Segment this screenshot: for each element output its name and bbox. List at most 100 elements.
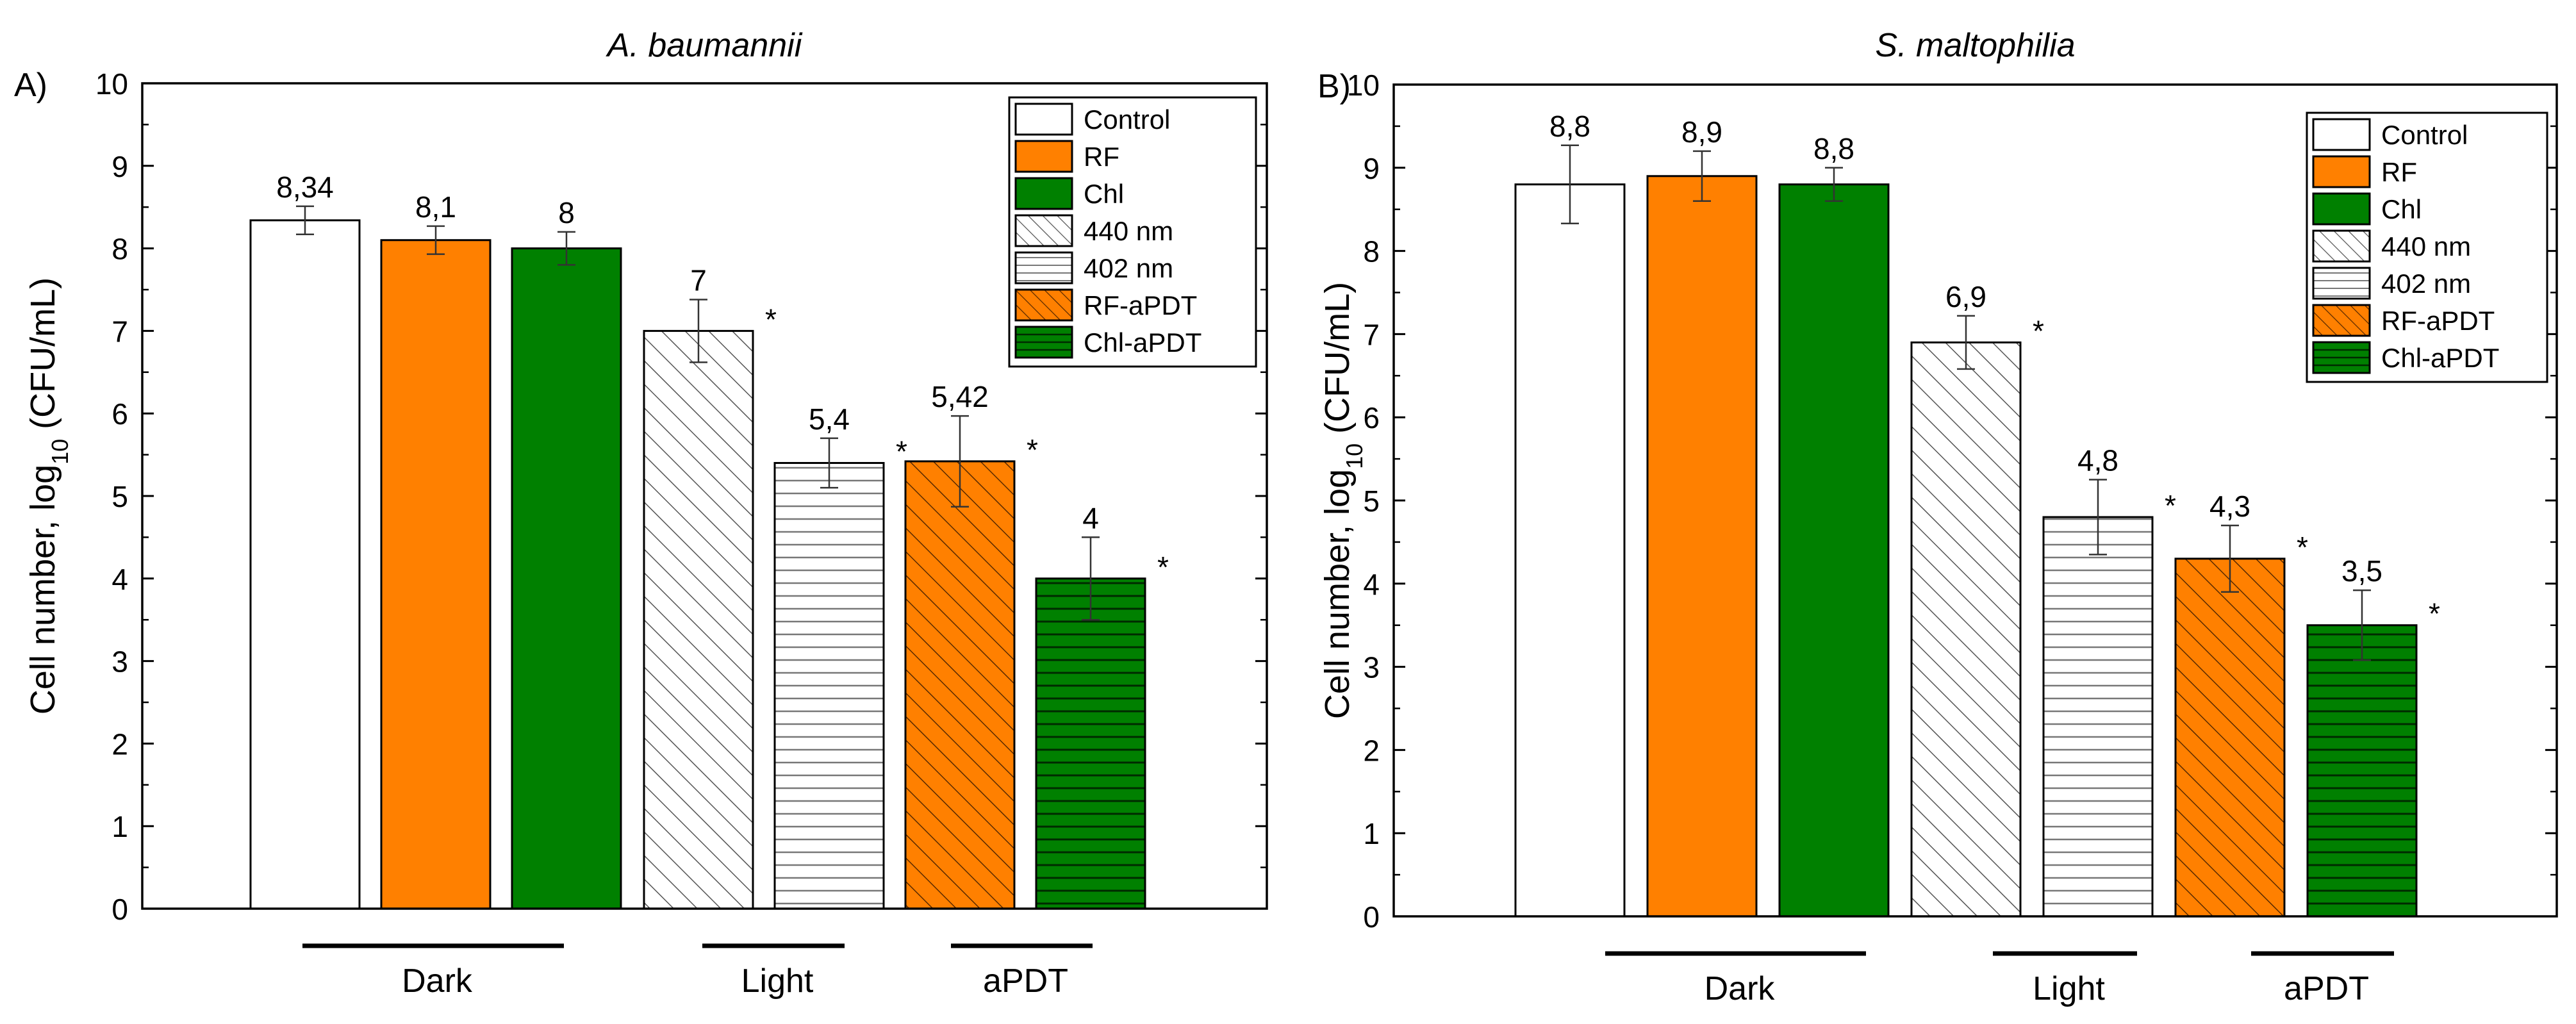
y-tick-label: 6 (111, 397, 128, 431)
legend-label: RF-aPDT (2381, 306, 2495, 336)
legend-swatch-control (1014, 103, 1073, 136)
data-label: 8 (558, 196, 575, 229)
y-axis-label-text: Cell number, log (1318, 469, 1357, 719)
y-axis-label-units: (CFU/mL) (1318, 282, 1357, 443)
y-tick-label: 1 (1363, 817, 1380, 850)
data-label: 5,4 (809, 402, 850, 436)
data-label: 8,34 (276, 170, 334, 204)
y-tick-label: 0 (111, 893, 128, 926)
y-tick-label: 4 (1363, 568, 1380, 601)
legend-swatch-diag-orange (1014, 288, 1073, 322)
y-tick-label: 2 (111, 727, 128, 761)
group-label-dark: Dark (1705, 970, 1776, 1007)
legend-swatch-horiz-white (1014, 251, 1073, 285)
group-label-dark: Dark (402, 962, 473, 1000)
bar-440-nm (643, 329, 754, 910)
y-axis-label-units: (CFU/mL) (24, 277, 62, 439)
y-tick-label: 4 (111, 563, 128, 596)
y-axis-label-subscript: 10 (1341, 443, 1367, 469)
y-tick-label: 7 (111, 315, 128, 348)
bar-rf (380, 239, 491, 910)
legend-swatch-diag-white (1014, 214, 1073, 247)
y-axis-label: Cell number, log10 (CFU/mL) (1318, 282, 1367, 719)
y-tick-label: 5 (111, 480, 128, 513)
group-label-light: Light (2033, 970, 2105, 1007)
y-tick-label: 10 (1347, 69, 1380, 102)
plot-frame (141, 82, 1268, 910)
bar-440-nm (1910, 341, 2022, 918)
legend-label: Chl-aPDT (1084, 327, 1201, 358)
bar-chl (1778, 183, 1890, 918)
bar-chl-apdt (1035, 577, 1146, 910)
data-label: 7 (690, 263, 707, 297)
bar-402-nm (773, 461, 885, 910)
bar-chl (511, 247, 622, 910)
group-label-apdt: aPDT (2284, 970, 2369, 1007)
legend-label: 440 nm (2381, 231, 2471, 261)
legend-label: Chl-aPDT (2381, 343, 2499, 373)
plot-frame (1392, 83, 2558, 918)
chart-title: A. baumannii (606, 27, 803, 64)
data-label: 6,9 (1945, 280, 1986, 313)
legend-label: Control (2381, 120, 2468, 150)
legend-label: RF (2381, 157, 2417, 187)
group-label-light: Light (741, 962, 814, 1000)
legend-label: RF-aPDT (1084, 290, 1197, 320)
y-tick-label: 3 (111, 645, 128, 679)
bar-rf (1646, 175, 1758, 918)
bar-control (1514, 183, 1626, 918)
legend-label: Control (1084, 104, 1170, 135)
y-tick-label: 8 (1363, 235, 1380, 268)
panel-label: B) (1317, 68, 1351, 105)
legend-label: 402 nm (2381, 268, 2471, 299)
y-axis-label-subscript: 10 (47, 439, 73, 465)
legend-swatch-chl (2312, 192, 2371, 226)
bar-control (249, 219, 361, 910)
y-tick-label: 2 (1363, 734, 1380, 767)
y-tick-label: 9 (111, 150, 128, 183)
panel-label: A) (14, 67, 47, 104)
legend-swatch-horiz-green (2312, 341, 2371, 374)
y-tick-label: 8 (111, 233, 128, 266)
bar-402-nm (2042, 516, 2154, 918)
y-tick-label: 9 (1363, 152, 1380, 185)
legend-label: 402 nm (1084, 253, 1173, 283)
y-axis-label-text: Cell number, log (24, 465, 62, 714)
y-tick-label: 10 (95, 67, 128, 101)
legend-label: Chl (1084, 179, 1124, 209)
chart-title: S. maltophilia (1875, 27, 2075, 64)
legend-swatch-chl (1014, 177, 1073, 210)
legend-label: Chl (2381, 194, 2422, 224)
significance-marker: * (2165, 489, 2176, 522)
data-label: 4,3 (2209, 490, 2250, 523)
data-label: 8,8 (1813, 132, 1854, 165)
y-tick-label: 1 (111, 810, 128, 843)
significance-marker: * (2297, 531, 2308, 564)
y-tick-label: 7 (1363, 318, 1380, 351)
significance-marker: * (1157, 550, 1169, 584)
y-tick-label: 6 (1363, 401, 1380, 434)
data-label: 8,8 (1549, 110, 1590, 143)
legend-label: 440 nm (1084, 216, 1173, 246)
y-axis-label: Cell number, log10 (CFU/mL) (24, 277, 73, 714)
bar-rf-apdt (904, 460, 1016, 910)
significance-marker: * (896, 434, 907, 468)
data-label: 8,9 (1681, 115, 1722, 149)
significance-marker: * (2429, 597, 2440, 631)
legend-swatch-horiz-green (1014, 326, 1073, 359)
significance-marker: * (765, 302, 777, 336)
group-label-apdt: aPDT (983, 962, 1068, 1000)
legend-swatch-control (2312, 118, 2371, 151)
legend-swatch-diag-orange (2312, 304, 2371, 337)
significance-marker: * (1027, 433, 1038, 467)
data-label: 5,42 (931, 380, 989, 413)
legend: Control RF Chl 440 nm 402 nm RF-aPDT Chl-aPDT (2306, 111, 2548, 383)
y-tick-label: 5 (1363, 484, 1380, 518)
legend: Control RF Chl 440 nm 402 nm RF-aPDT Chl-aPDT (1008, 96, 1257, 368)
legend-swatch-horiz-white (2312, 267, 2371, 300)
data-label: 4 (1082, 501, 1099, 534)
legend-swatch-diag-white (2312, 229, 2371, 263)
